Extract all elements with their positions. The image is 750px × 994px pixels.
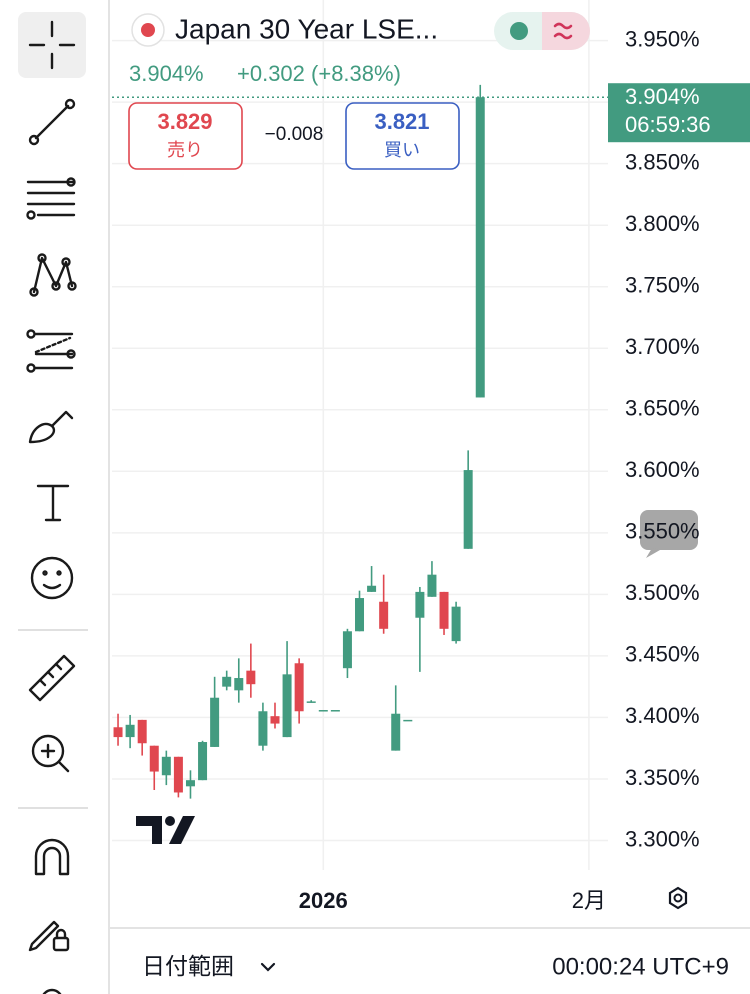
buy-button[interactable] xyxy=(345,102,460,170)
chat-button[interactable] xyxy=(640,510,698,558)
candle-body xyxy=(125,724,135,738)
candle-body xyxy=(463,470,473,549)
candle-body xyxy=(173,756,183,793)
candle-body xyxy=(294,663,304,712)
forecast-icon[interactable] xyxy=(26,329,76,373)
candle-body xyxy=(210,697,220,747)
y-tick-label: 3.800% xyxy=(625,211,700,236)
buy-label: 買い xyxy=(384,140,420,160)
fib-icon[interactable] xyxy=(26,177,76,220)
price-label-box xyxy=(608,83,750,143)
y-tick-label: 3.750% xyxy=(625,273,700,298)
candle-body xyxy=(113,727,123,738)
y-tick-label: 3.500% xyxy=(625,580,700,605)
candle-body xyxy=(246,670,256,685)
candle-body xyxy=(342,631,352,669)
lock-draw-icon[interactable] xyxy=(28,920,70,952)
last-price: 3.904% xyxy=(129,61,204,86)
date-range[interactable]: 日付範囲 xyxy=(142,953,234,979)
trendline-icon[interactable] xyxy=(28,98,76,146)
y-tick-label: 3.300% xyxy=(625,826,700,851)
candle-body xyxy=(137,719,147,744)
emoji-icon[interactable] xyxy=(30,556,74,600)
header: Japan 30 Year LSE... 3.904% +0.302 (+8.3… xyxy=(128,12,590,170)
clock: 00:00:24 UTC+9 xyxy=(552,953,729,980)
candle-body xyxy=(355,598,365,632)
candle-body xyxy=(161,756,171,776)
tv-logo xyxy=(136,816,195,844)
market-open-dot xyxy=(510,22,528,40)
buy-price: 3.821 xyxy=(374,109,429,134)
candle-body xyxy=(270,716,280,724)
y-tick-label: 3.550% xyxy=(625,519,700,544)
candle-body xyxy=(149,745,159,772)
price-change: +0.302 (+8.38%) xyxy=(237,61,401,86)
candle-body xyxy=(379,601,389,629)
countdown-label: 06:59:36 xyxy=(625,112,711,137)
status-pill-right xyxy=(542,12,590,50)
settings-icon-center xyxy=(673,893,683,903)
candle-body xyxy=(415,591,425,618)
zoom-icon[interactable] xyxy=(31,734,70,773)
y-tick-label: 3.700% xyxy=(625,334,700,359)
candle-body xyxy=(439,591,449,629)
candle-body xyxy=(222,676,232,687)
candle-body xyxy=(475,97,485,398)
y-tick-label: 3.400% xyxy=(625,703,700,728)
candle-body xyxy=(451,606,461,642)
candle-body xyxy=(427,574,437,597)
candle-body xyxy=(330,710,340,712)
y-tick-label: 3.450% xyxy=(625,642,700,667)
sell-label: 売り xyxy=(167,140,203,160)
candle-body xyxy=(367,585,377,592)
settings-icon[interactable] xyxy=(668,886,688,910)
candle-body xyxy=(318,710,328,712)
symbol-dot xyxy=(141,23,155,37)
candle-body xyxy=(258,711,268,746)
candle-body xyxy=(306,701,316,703)
candle-body xyxy=(403,719,413,722)
delay-icon xyxy=(553,22,573,40)
y-tick-label: 3.350% xyxy=(625,765,700,790)
ruler-icon[interactable] xyxy=(28,654,76,702)
x-tick-label: 2026 xyxy=(299,888,348,913)
text-icon[interactable] xyxy=(36,484,70,522)
spread: −0.008 xyxy=(265,124,324,145)
candle-body xyxy=(234,678,244,691)
x-tick-label: 2月 xyxy=(572,888,606,913)
candle-body xyxy=(185,780,195,787)
y-tick-label: 3.650% xyxy=(625,396,700,421)
chevron xyxy=(260,962,276,972)
candle-layer xyxy=(113,84,485,799)
candle-body xyxy=(282,674,292,738)
brush-icon[interactable] xyxy=(28,410,74,444)
crosshair-icon xyxy=(28,20,76,70)
magnet-icon[interactable] xyxy=(34,838,70,876)
sell-button[interactable] xyxy=(128,102,243,170)
y-tick-label: 3.600% xyxy=(625,457,700,482)
symbol-title[interactable]: Japan 30 Year LSE... xyxy=(175,13,438,44)
toolbar xyxy=(0,0,110,994)
price-label: 3.904% xyxy=(625,84,700,109)
crosshair-button[interactable] xyxy=(18,12,86,78)
more-icon[interactable] xyxy=(42,988,62,994)
sell-price: 3.829 xyxy=(157,109,212,134)
y-tick-label: 3.950% xyxy=(625,26,700,51)
y-tick-label: 3.850% xyxy=(625,149,700,174)
candle-body xyxy=(198,742,208,781)
pattern-icon[interactable] xyxy=(29,253,77,297)
candle-body xyxy=(391,713,401,751)
